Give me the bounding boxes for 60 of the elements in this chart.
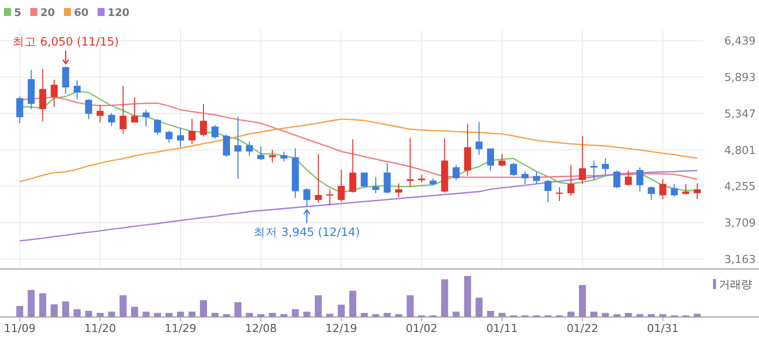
legend-label: 20	[40, 7, 55, 19]
x-tick-label: 01/02	[406, 322, 438, 335]
x-tick-label: 11/29	[164, 322, 196, 335]
bar	[476, 298, 483, 317]
annotation: 최저 3,945 (12/14)	[254, 224, 360, 239]
legend-label: 60	[74, 7, 89, 19]
legend-item: 120	[98, 7, 130, 19]
legend-item: 5	[4, 7, 22, 19]
bar	[694, 314, 701, 317]
bar	[188, 312, 196, 317]
y-tick-label: 6,439	[724, 34, 756, 48]
bar	[590, 312, 598, 317]
x-tick-label: 12/08	[245, 322, 277, 335]
legend-item: 60	[64, 7, 89, 19]
x-tick-label: 11/09	[4, 322, 36, 335]
y-tick-label: 4,801	[724, 144, 756, 157]
bar	[314, 295, 322, 317]
bar	[85, 310, 92, 317]
line-series	[19, 118, 698, 182]
line-series	[19, 170, 698, 242]
x-tick-label: 01/11	[486, 322, 518, 335]
bar	[200, 300, 207, 317]
bar	[567, 312, 574, 317]
bar	[303, 312, 310, 317]
bar	[28, 290, 35, 317]
bar	[452, 312, 460, 317]
bar	[234, 302, 242, 317]
y-tick-label: 5,893	[724, 71, 756, 84]
bar	[120, 295, 127, 317]
bar	[74, 309, 81, 317]
bar	[108, 312, 116, 317]
x-tick-label: 01/22	[566, 322, 598, 335]
legend-label: 거래량	[719, 278, 752, 291]
x-tick-label: 01/31	[646, 322, 679, 335]
y-tick-label: 5,347	[724, 107, 756, 120]
legend-item: 20	[30, 7, 55, 19]
bar	[349, 290, 356, 317]
bar	[338, 304, 345, 317]
bar	[16, 306, 24, 317]
y-tick-label: 3,163	[724, 253, 756, 266]
y-tick-label: 4,255	[724, 180, 756, 194]
bar	[406, 295, 414, 317]
legend-label: 5	[14, 7, 22, 19]
x-tick-label: 11/20	[84, 322, 116, 335]
bar	[177, 312, 184, 317]
bar	[441, 279, 448, 317]
annotation: 최고 6,050 (11/15)	[12, 34, 119, 49]
bar	[50, 304, 58, 317]
bar	[326, 314, 334, 317]
y-tick-label: 3,709	[724, 216, 756, 230]
x-tick-label: 12/19	[325, 322, 358, 335]
bar	[578, 285, 586, 317]
bar	[487, 310, 494, 317]
bar	[292, 309, 299, 317]
bar	[131, 306, 138, 317]
bar	[39, 293, 46, 317]
bar	[62, 301, 70, 317]
bar	[142, 312, 150, 317]
legend-label: 120	[108, 7, 130, 19]
bar	[464, 276, 472, 317]
